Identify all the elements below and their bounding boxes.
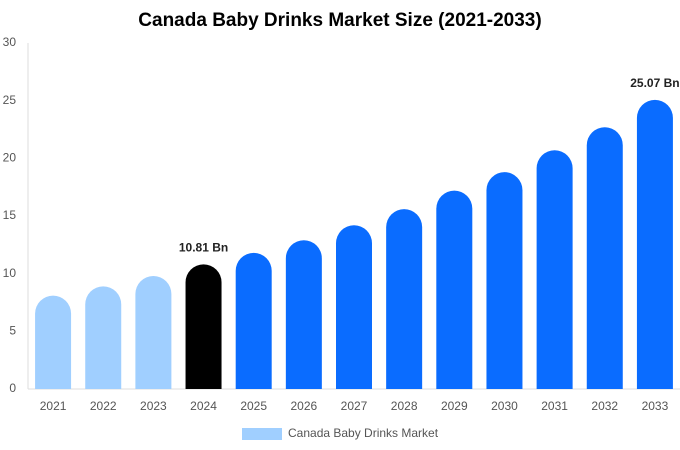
- y-tick-label: 15: [3, 208, 17, 222]
- y-tick-label: 30: [3, 35, 17, 49]
- x-tick-label: 2023: [140, 399, 167, 413]
- x-tick-label: 2032: [591, 399, 618, 413]
- y-tick-label: 20: [3, 151, 17, 165]
- x-tick-label: 2021: [40, 399, 67, 413]
- bar: [85, 286, 122, 389]
- x-tick-label: 2024: [190, 399, 217, 413]
- bar: [386, 209, 423, 389]
- bar: [235, 252, 272, 389]
- bar: [35, 295, 72, 389]
- bar: [135, 275, 172, 389]
- x-tick-label: 2030: [491, 399, 518, 413]
- value-label: 25.07 Bn: [630, 76, 679, 90]
- legend-swatch: [242, 428, 282, 440]
- x-tick-label: 2031: [541, 399, 568, 413]
- x-tick-label: 2029: [441, 399, 468, 413]
- y-tick-label: 0: [9, 381, 16, 395]
- x-tick-label: 2025: [240, 399, 267, 413]
- y-tick-label: 25: [3, 93, 17, 107]
- bar: [586, 127, 623, 390]
- bar: [636, 99, 673, 389]
- legend-label: Canada Baby Drinks Market: [288, 426, 439, 440]
- y-tick-label: 5: [9, 324, 16, 338]
- x-tick-label: 2026: [290, 399, 317, 413]
- chart-title: Canada Baby Drinks Market Size (2021-203…: [138, 10, 541, 31]
- bar: [336, 225, 372, 389]
- x-tick-label: 2027: [341, 399, 368, 413]
- x-tick-label: 2033: [642, 399, 669, 413]
- bar: [486, 172, 523, 389]
- x-tick-label: 2022: [90, 399, 117, 413]
- y-tick-label: 10: [3, 266, 17, 280]
- bar: [436, 190, 473, 389]
- bar: [185, 264, 222, 389]
- x-tick-label: 2028: [391, 399, 418, 413]
- value-label: 10.81 Bn: [179, 240, 228, 254]
- bar: [285, 240, 322, 389]
- bar: [536, 150, 573, 389]
